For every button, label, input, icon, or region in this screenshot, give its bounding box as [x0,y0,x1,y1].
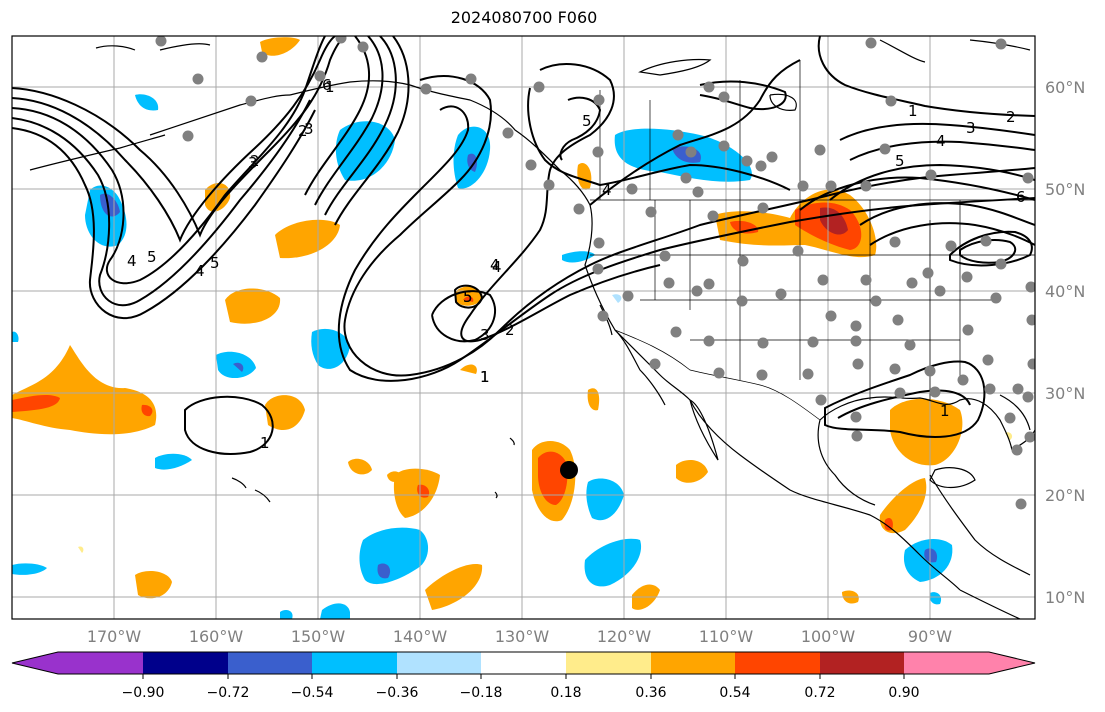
contour-label: 4 [492,258,502,276]
colorbar-swatch [651,652,735,674]
colorbar-tick-label: −0.72 [207,685,250,701]
lon-label: 130°W [495,627,550,646]
colorbar-tick-label: 0.36 [635,685,666,701]
contour-label: 1 [325,78,335,96]
contour-label: 2 [1006,108,1016,126]
colorbar-tick-label: −0.90 [122,685,165,701]
map-title: 2024080700 F060 [450,8,598,27]
colorbar-swatch [904,652,989,674]
lat-label: 50°N [1045,180,1085,199]
contour-label: 1 [260,434,270,452]
contour-label: 6 [322,76,332,94]
colorbar-extend-high [989,652,1035,674]
contour-label: 1 [908,102,918,120]
colorbar-tick-label: 0.54 [719,685,750,701]
contour-label: 4 [195,262,205,280]
colorbar-swatch [397,652,481,674]
contour-label: 4 [490,256,500,274]
latitude-labels: 60°N 50°N 40°N 30°N 20°N 10°N [1045,78,1085,607]
colorbar-swatch [820,652,904,674]
graticule [12,36,1035,619]
contour-label: 2 [505,321,515,339]
colorbar: −0.90 −0.72 −0.54 −0.36 −0.18 0.18 0.36 … [11,651,1036,701]
colorbar-tick-label: −0.54 [291,685,334,701]
contour-label: 1 [480,368,490,386]
contour-label: 4 [936,132,946,150]
contour-label: 2 [298,122,308,140]
longitude-labels: 170°W 160°W 150°W 140°W 130°W 120°W 110°… [87,627,952,646]
lon-label: 150°W [291,627,346,646]
lon-label: 170°W [87,627,142,646]
contour-labels: 1 2 3 4 5 6 4 5 4 3 2 1 5 4 5 3 2 1 1 2 … [127,76,1026,452]
contour-label: 1 [480,368,490,386]
contour-label: 3 [966,119,976,137]
map-panel [12,36,1035,619]
colorbar-outline [11,651,1036,675]
contour-label: 6 [1016,188,1026,206]
colorbar-swatch [58,652,143,674]
colorbar-swatch [481,652,566,674]
lon-label: 90°W [908,627,952,646]
contour-label: 3 [304,120,314,138]
contour-label: 5 [147,248,157,266]
colorbar-swatch [228,652,312,674]
lat-label: 30°N [1045,384,1085,403]
contour-label: 5 [463,288,473,306]
contour-label: 2 [250,152,260,170]
colorbar-extend-low [12,652,58,674]
contour-label: 5 [895,152,905,170]
coastlines [29,39,1035,619]
contour-label: 5 [210,254,220,272]
colorbar-tick-label: 0.90 [888,685,919,701]
lat-label: 10°N [1045,588,1085,607]
contour-label: 4 [127,252,137,270]
colorbar-tick-label: 0.72 [804,685,835,701]
contour-label: 3 [248,154,258,172]
lon-label: 120°W [597,627,652,646]
colorbar-swatch [312,652,397,674]
contour-label: 5 [582,112,592,130]
colorbar-swatch [143,652,228,674]
lat-label: 60°N [1045,78,1085,97]
map-frame [11,35,1036,620]
lon-label: 160°W [189,627,244,646]
stations [155,36,1035,510]
lon-label: 140°W [393,627,448,646]
contour-label: 3 [480,326,490,344]
storm-center-marker [560,461,578,479]
lat-label: 20°N [1045,486,1085,505]
contour-label: 1 [940,402,950,420]
colorbar-tick-label: −0.36 [376,685,419,701]
contour-lines [12,36,1035,455]
contour-label: 5 [463,288,473,306]
colorbar-tick-label: −0.18 [460,685,503,701]
lat-label: 40°N [1045,282,1085,301]
colorbar-swatch [735,652,820,674]
contour-label: 4 [602,181,612,199]
lon-label: 100°W [801,627,856,646]
lon-label: 110°W [699,627,754,646]
colorbar-tick-label: 0.18 [550,685,581,701]
colorbar-swatch [566,652,651,674]
